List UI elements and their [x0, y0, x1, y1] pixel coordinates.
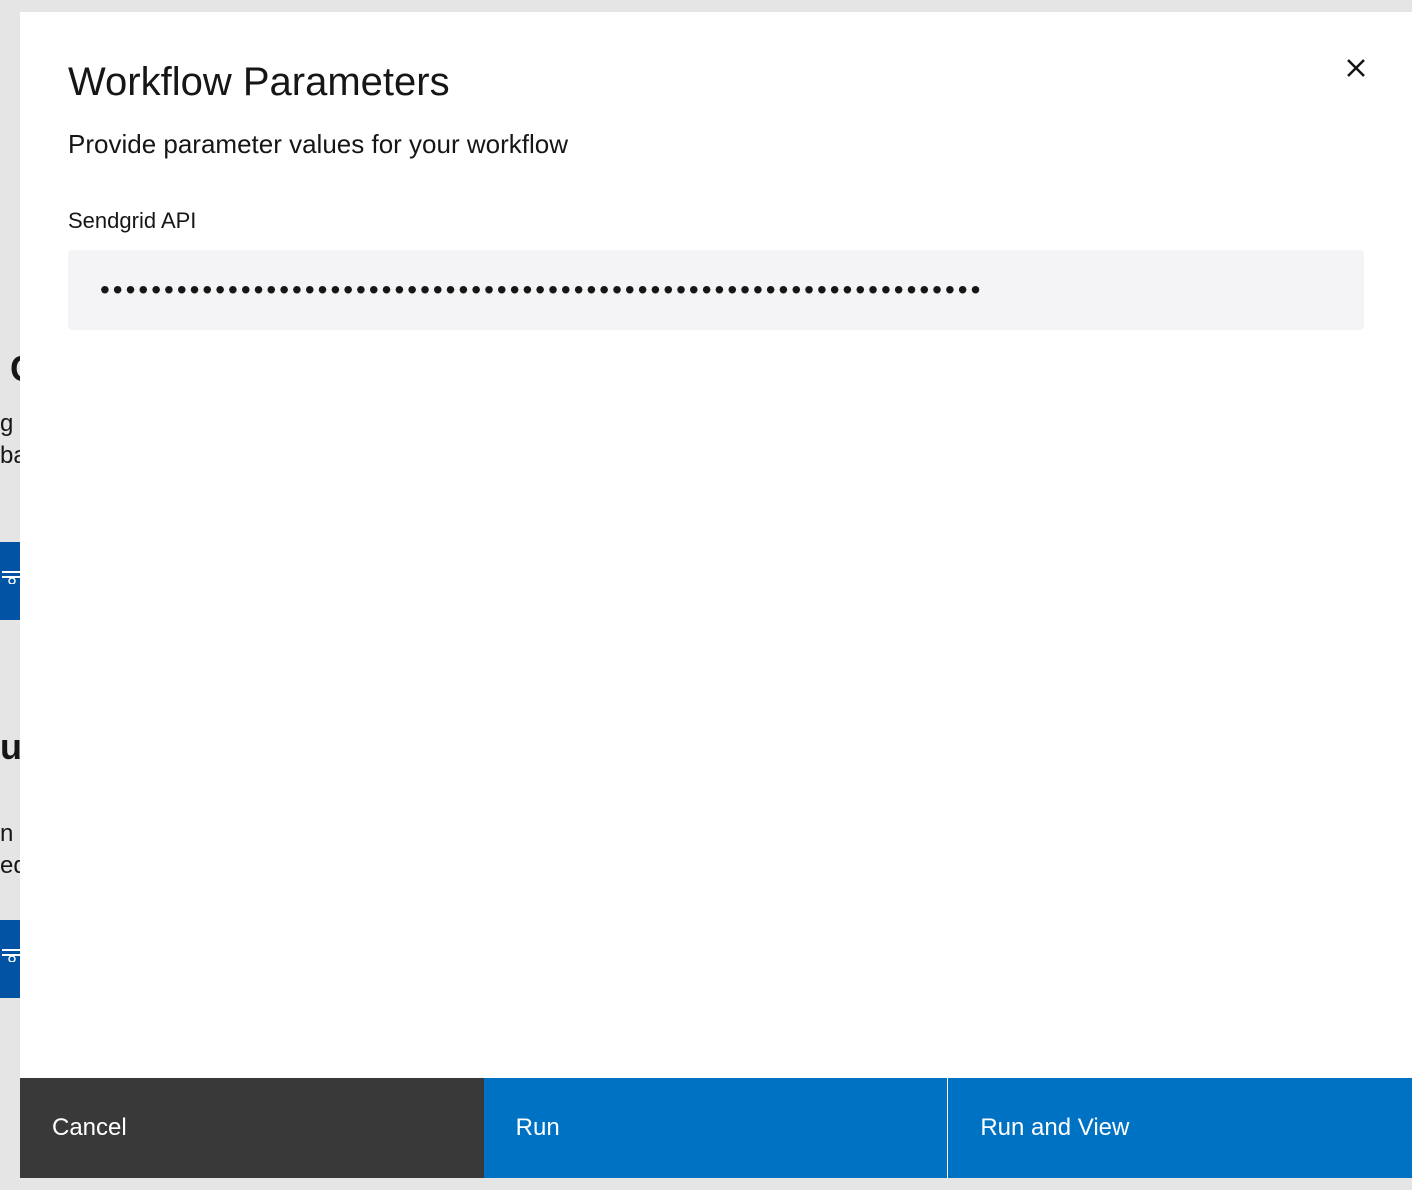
- cancel-button[interactable]: Cancel: [20, 1078, 484, 1178]
- field-label-sendgrid-api: Sendgrid API: [68, 208, 1364, 234]
- modal-body: Sendgrid API: [20, 160, 1412, 1078]
- close-icon: [1344, 56, 1368, 80]
- form-field: Sendgrid API: [68, 208, 1364, 330]
- modal-subtitle: Provide parameter values for your workfl…: [68, 129, 1364, 160]
- sendgrid-api-input[interactable]: [68, 250, 1364, 330]
- workflow-parameters-modal: Workflow Parameters Provide parameter va…: [20, 12, 1412, 1178]
- modal-footer: Cancel Run Run and View: [20, 1078, 1412, 1178]
- modal-header: Workflow Parameters Provide parameter va…: [20, 12, 1412, 160]
- close-button[interactable]: [1336, 48, 1376, 88]
- run-button[interactable]: Run: [484, 1078, 949, 1178]
- run-and-view-button[interactable]: Run and View: [948, 1078, 1412, 1178]
- modal-title: Workflow Parameters: [68, 60, 1364, 105]
